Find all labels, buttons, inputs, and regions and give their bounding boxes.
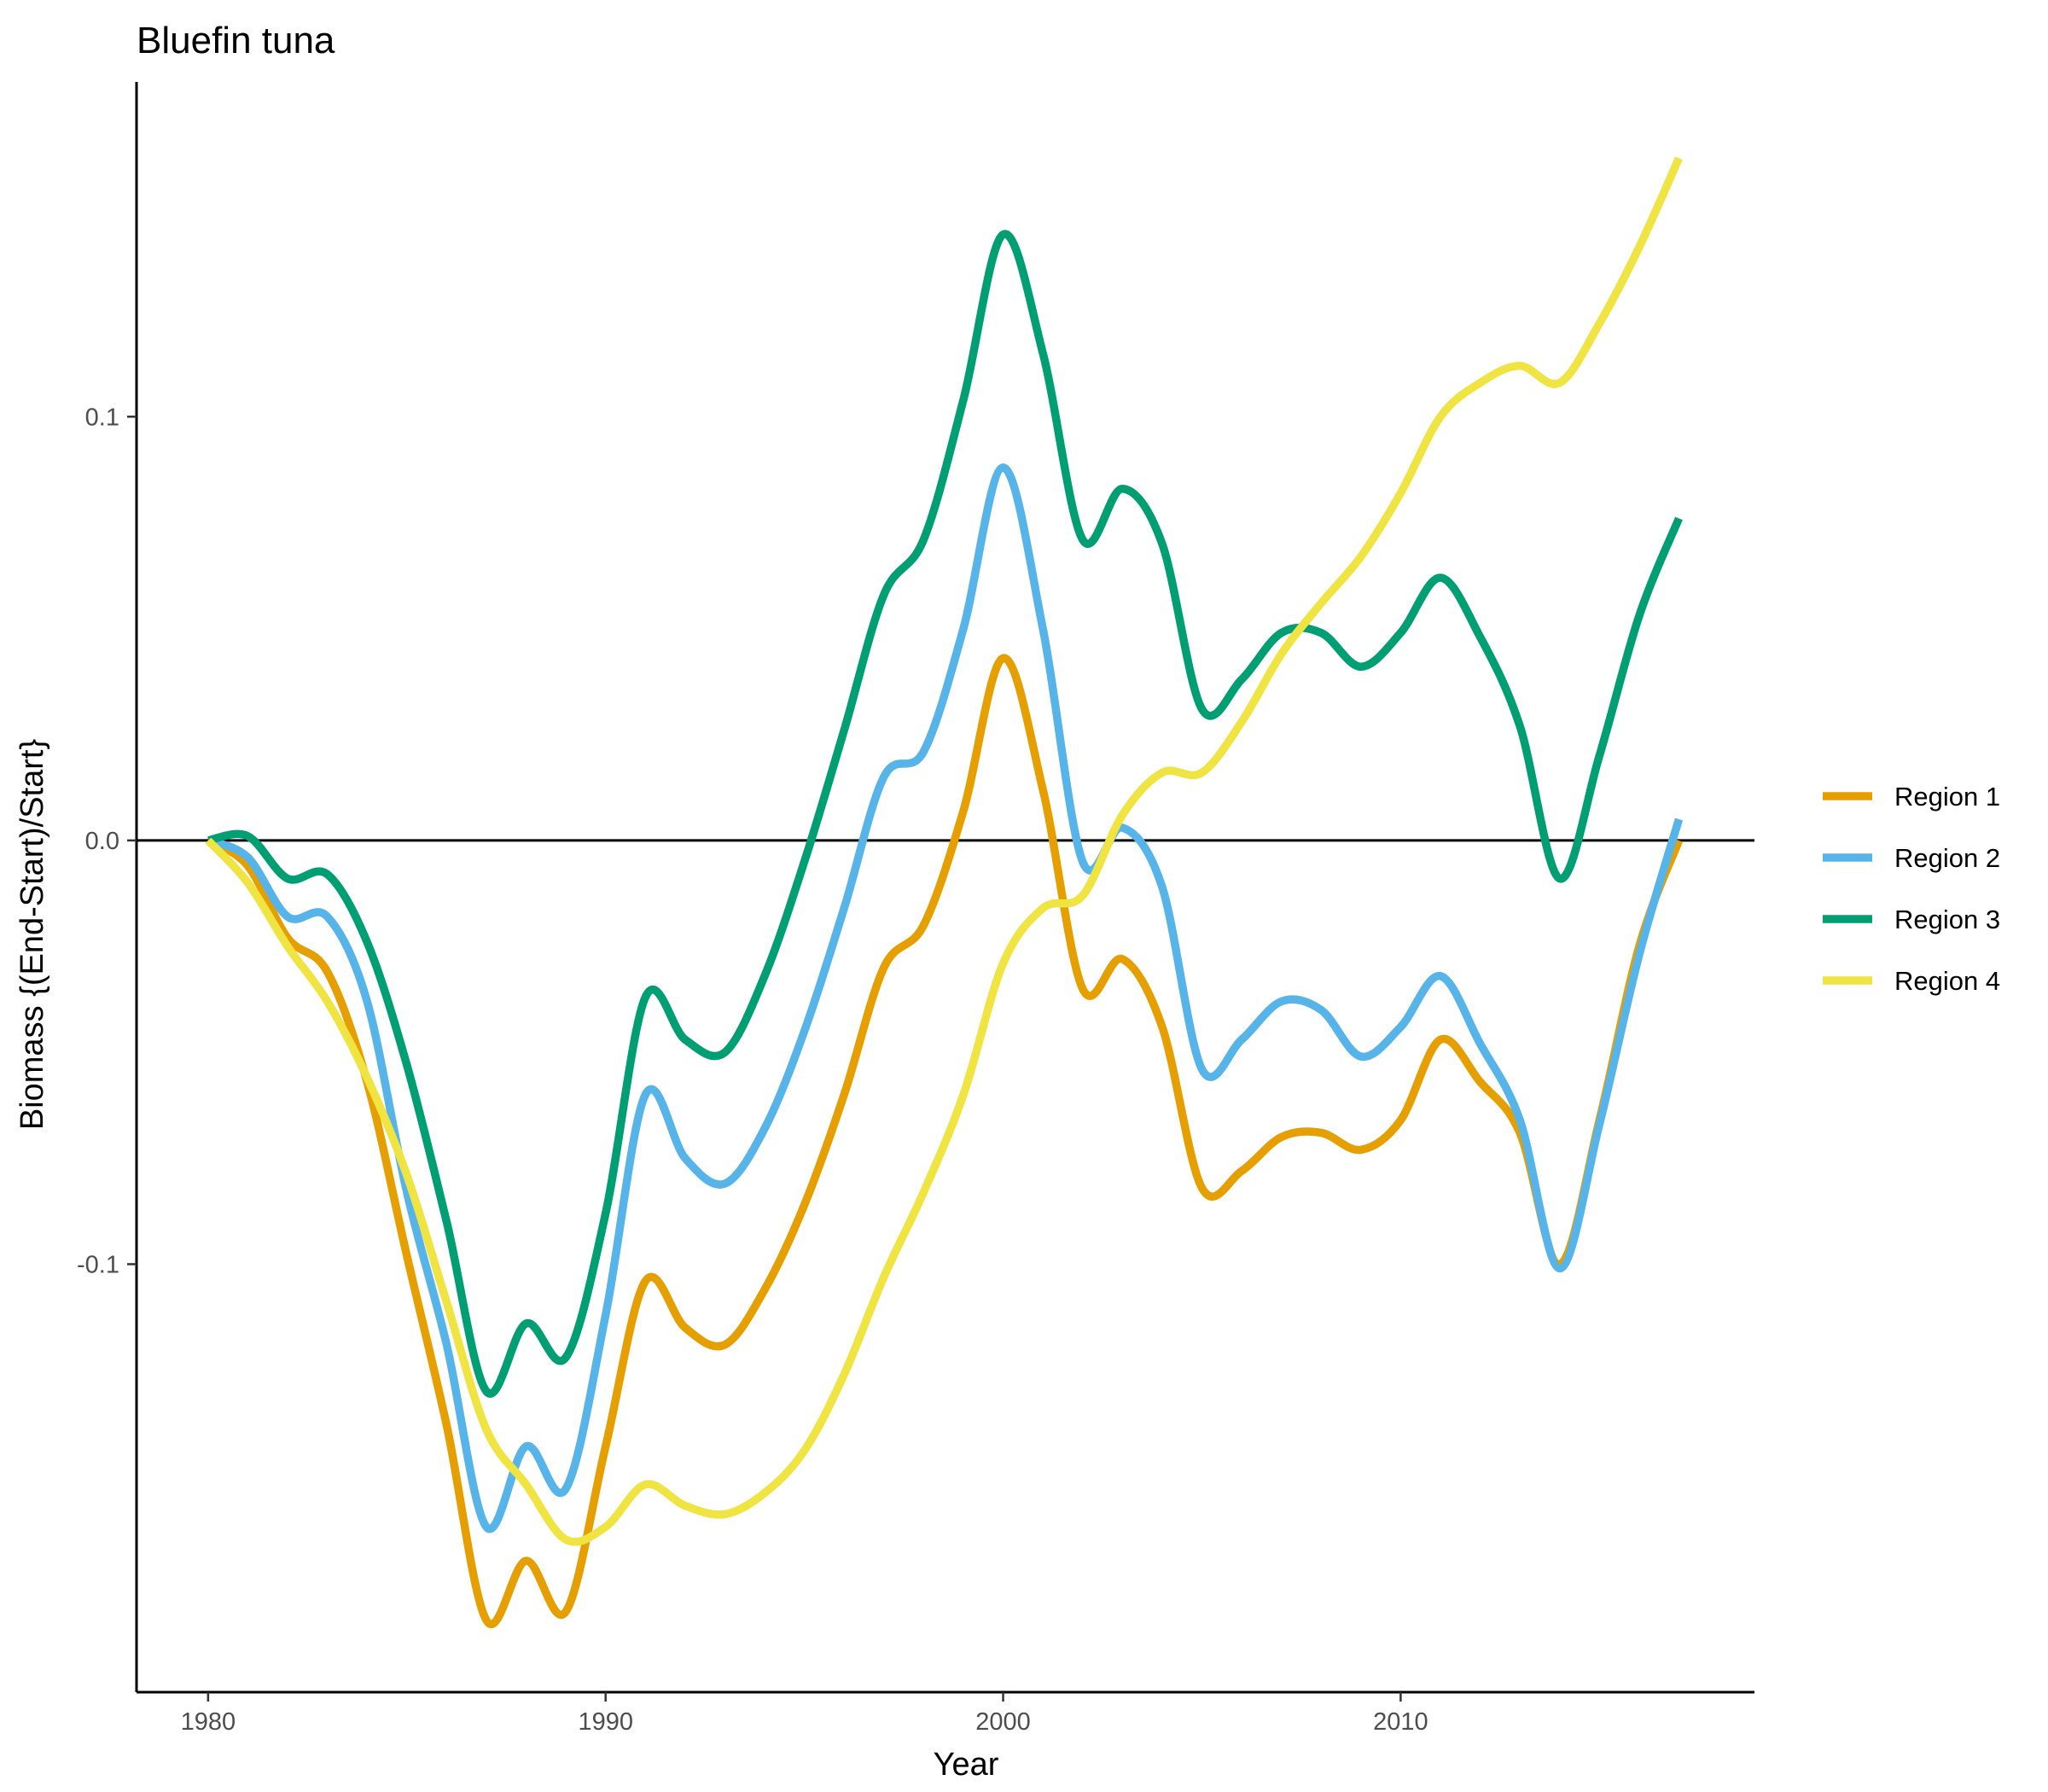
plot-area: 1980 1990 2000 2010 -0.1 0.0 0.1 (77, 82, 1754, 1736)
series-line-region-2 (207, 463, 1684, 1533)
legend-label-region-3: Region 3 (1894, 905, 2000, 934)
y-tick-label: 0.1 (85, 404, 119, 431)
x-tick-label: 1980 (181, 1708, 236, 1736)
series-group (205, 156, 1684, 1628)
series-line-region-1 (206, 654, 1683, 1628)
x-axis-title: Year (934, 1747, 999, 1783)
series-line-region-3 (207, 230, 1683, 1398)
x-axis-ticks: 1980 1990 2000 2010 (181, 1692, 1428, 1736)
y-axis-title: Biomass {(End-Start)/Start} (15, 739, 50, 1130)
chart-title: Bluefin tuna (137, 20, 335, 61)
legend-label-region-1: Region 1 (1894, 782, 2000, 812)
y-tick-label: 0.0 (85, 828, 119, 855)
x-tick-label: 2010 (1373, 1708, 1428, 1736)
series-line-region-4 (205, 156, 1683, 1546)
x-tick-label: 1990 (578, 1708, 633, 1736)
legend: Region 1 Region 2 Region 3 Region 4 (1823, 782, 2000, 996)
legend-label-region-4: Region 4 (1894, 966, 2000, 996)
legend-label-region-2: Region 2 (1894, 843, 2000, 873)
y-tick-label: -0.1 (77, 1251, 119, 1278)
y-axis-ticks: -0.1 0.0 0.1 (77, 404, 137, 1278)
x-tick-label: 2000 (975, 1708, 1031, 1736)
